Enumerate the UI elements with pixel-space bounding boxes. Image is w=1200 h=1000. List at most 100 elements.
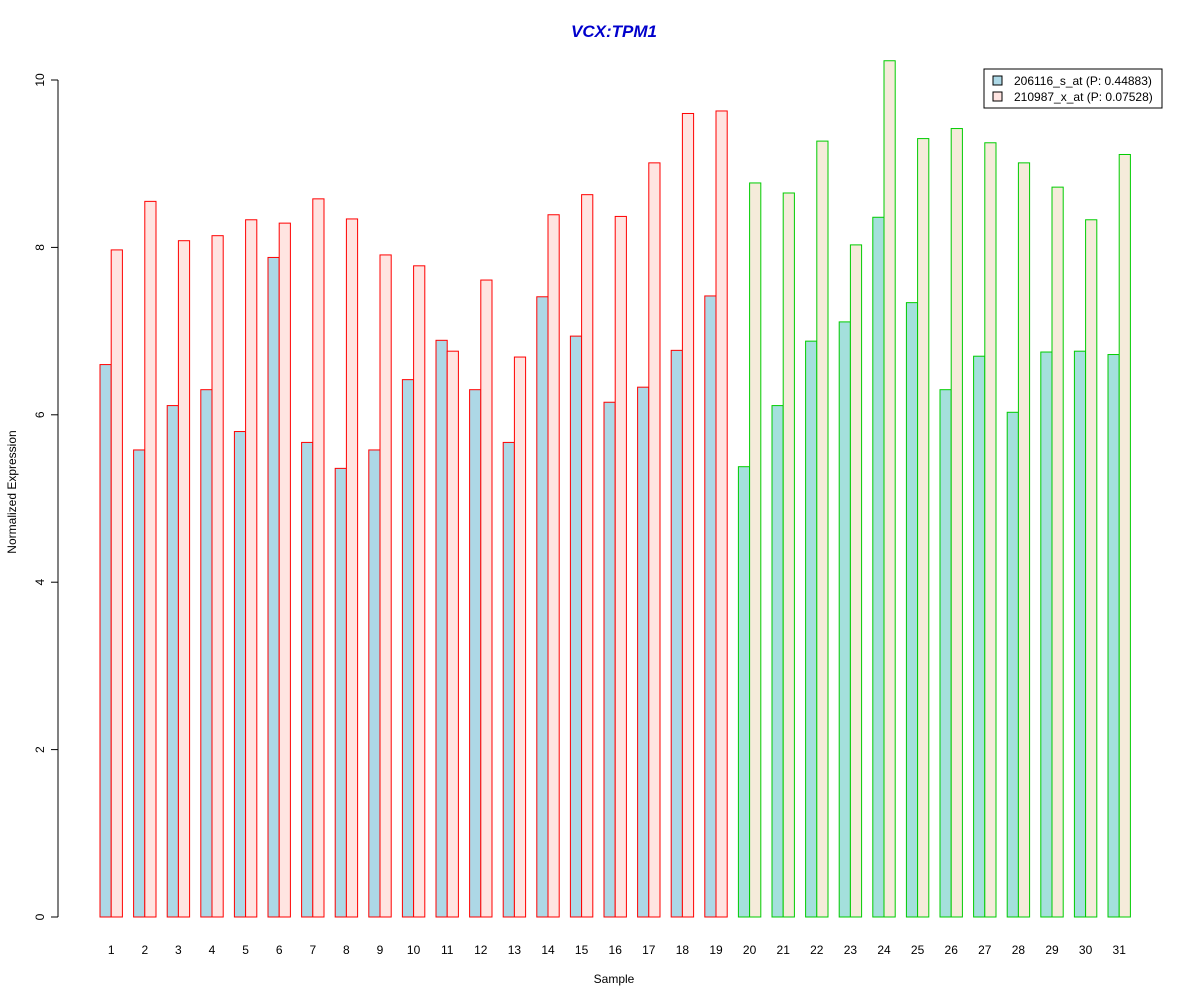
x-tick-label: 3 <box>175 943 182 957</box>
bar-210987-x-at-sample-6 <box>278 222 291 918</box>
bar-206116-s-at-sample-7 <box>301 441 314 918</box>
y-tick-label: 6 <box>33 411 47 418</box>
bar-206116-s-at-sample-12 <box>469 389 482 918</box>
x-tick-label: 15 <box>575 943 589 957</box>
x-tick-label: 27 <box>978 943 992 957</box>
bar-210987-x-at-sample-25 <box>917 138 930 918</box>
x-tick-label: 10 <box>407 943 421 957</box>
bar-210987-x-at-sample-19 <box>715 110 728 918</box>
x-tick-label: 30 <box>1079 943 1093 957</box>
bar-206116-s-at-sample-14 <box>536 296 549 918</box>
bar-206116-s-at-sample-10 <box>401 379 415 918</box>
x-axis-label: Sample <box>594 972 635 986</box>
bar-206116-s-at-sample-13 <box>502 441 515 918</box>
bar-210987-x-at-sample-31 <box>1118 153 1131 918</box>
bar-206116-s-at-sample-21 <box>771 405 784 918</box>
legend-label-206116-s-at: 206116_s_at (P: 0.44883) <box>1014 74 1152 88</box>
x-tick-label: 26 <box>945 943 959 957</box>
legend-swatch-210987-x-at <box>992 91 1003 102</box>
y-axis-label: Normalized Expression <box>5 430 19 553</box>
bar-206116-s-at-sample-2 <box>133 449 146 918</box>
bar-210987-x-at-sample-18 <box>681 112 695 918</box>
bar-210987-x-at-sample-22 <box>816 140 829 918</box>
bar-206116-s-at-sample-11 <box>435 339 448 918</box>
bar-210987-x-at-sample-15 <box>581 194 594 918</box>
bar-210987-x-at-sample-24 <box>883 60 896 918</box>
legend-swatch-206116-s-at <box>992 75 1003 86</box>
bar-210987-x-at-sample-4 <box>211 235 224 918</box>
x-tick-label: 20 <box>743 943 757 957</box>
bar-206116-s-at-sample-29 <box>1040 351 1053 918</box>
bar-210987-x-at-sample-14 <box>547 214 560 918</box>
x-tick-labels: 1 2 3 4 5 6 7 8 9 10 11 12 13 14 15 16 17 18 19 20 21 22 23 24 2… <box>108 943 1126 957</box>
bar-206116-s-at-sample-30 <box>1073 350 1087 918</box>
x-tick-label: 1 <box>108 943 115 957</box>
bar-206116-s-at-sample-23 <box>838 321 851 918</box>
y-tick-label: 10 <box>33 73 47 87</box>
chart-title: VCX:TPM1 <box>571 22 657 41</box>
bar-210987-x-at-sample-2 <box>144 200 157 918</box>
bar-210987-x-at-sample-13 <box>513 356 527 918</box>
x-tick-label: 16 <box>609 943 623 957</box>
bar-210987-x-at-sample-12 <box>480 279 493 918</box>
bar-210987-x-at-sample-30 <box>1085 219 1098 918</box>
x-tick-label: 24 <box>877 943 891 957</box>
x-tick-label: 9 <box>377 943 384 957</box>
bar-210987-x-at-sample-9 <box>379 254 392 918</box>
bar-210987-x-at-sample-10 <box>413 265 426 918</box>
x-tick-label: 31 <box>1113 943 1127 957</box>
bar-206116-s-at-sample-3 <box>166 405 179 918</box>
x-tick-label: 25 <box>911 943 925 957</box>
bar-210987-x-at-sample-28 <box>1017 162 1031 918</box>
bar-206116-s-at-sample-17 <box>637 386 650 918</box>
y-tick-label: 8 <box>33 244 47 251</box>
bar-206116-s-at-sample-1 <box>99 364 112 918</box>
bar-206116-s-at-sample-6 <box>267 256 280 918</box>
bar-206116-s-at-sample-26 <box>939 389 952 918</box>
bar-206116-s-at-sample-8 <box>334 467 347 918</box>
x-tick-label: 17 <box>642 943 656 957</box>
y-tick-label: 2 <box>33 746 47 753</box>
x-tick-label: 22 <box>810 943 824 957</box>
bar-206116-s-at-sample-31 <box>1107 354 1120 918</box>
bar-206116-s-at-sample-25 <box>905 302 919 918</box>
bar-210987-x-at-sample-16 <box>614 215 627 918</box>
x-tick-label: 23 <box>844 943 858 957</box>
legend-box <box>983 68 1163 109</box>
y-tick-label: 0 <box>33 913 47 920</box>
bar-210987-x-at-sample-21 <box>782 192 795 918</box>
bar-206116-s-at-sample-27 <box>973 355 986 918</box>
bar-206116-s-at-sample-5 <box>233 431 247 918</box>
bar-206116-s-at-sample-20 <box>737 466 751 918</box>
legend: 206116_s_at (P: 0.44883) 210987_x_at (P:… <box>983 68 1163 109</box>
bar-206116-s-at-sample-28 <box>1006 411 1019 918</box>
x-tick-label: 21 <box>777 943 791 957</box>
bar-210987-x-at-sample-7 <box>312 198 325 918</box>
bar-206116-s-at-sample-18 <box>670 349 683 918</box>
x-tick-label: 2 <box>141 943 148 957</box>
bar-210987-x-at-sample-26 <box>950 128 963 918</box>
bar-206116-s-at-sample-19 <box>704 295 717 918</box>
bar-210987-x-at-sample-5 <box>245 219 258 918</box>
bar-210987-x-at-sample-29 <box>1051 186 1064 918</box>
x-tick-label: 8 <box>343 943 350 957</box>
bar-210987-x-at-sample-17 <box>648 162 661 918</box>
x-tick-label: 12 <box>474 943 488 957</box>
bar-206116-s-at-sample-15 <box>569 335 583 918</box>
x-tick-label: 4 <box>209 943 216 957</box>
bar-210987-x-at-sample-27 <box>984 142 997 918</box>
bar-210987-x-at-sample-20 <box>749 182 762 918</box>
x-tick-label: 28 <box>1012 943 1026 957</box>
bar-206116-s-at-sample-16 <box>603 401 616 918</box>
y-tick-label: 4 <box>33 579 47 586</box>
bar-206116-s-at-sample-9 <box>368 449 381 918</box>
x-tick-label: 5 <box>242 943 249 957</box>
x-tick-label: 29 <box>1045 943 1059 957</box>
bar-210987-x-at-sample-8 <box>345 218 359 918</box>
bar-210987-x-at-sample-11 <box>446 350 459 918</box>
x-tick-label: 14 <box>541 943 555 957</box>
bar-210987-x-at-sample-3 <box>177 240 191 918</box>
x-tick-label: 19 <box>709 943 723 957</box>
bar-210987-x-at-sample-23 <box>849 244 863 918</box>
